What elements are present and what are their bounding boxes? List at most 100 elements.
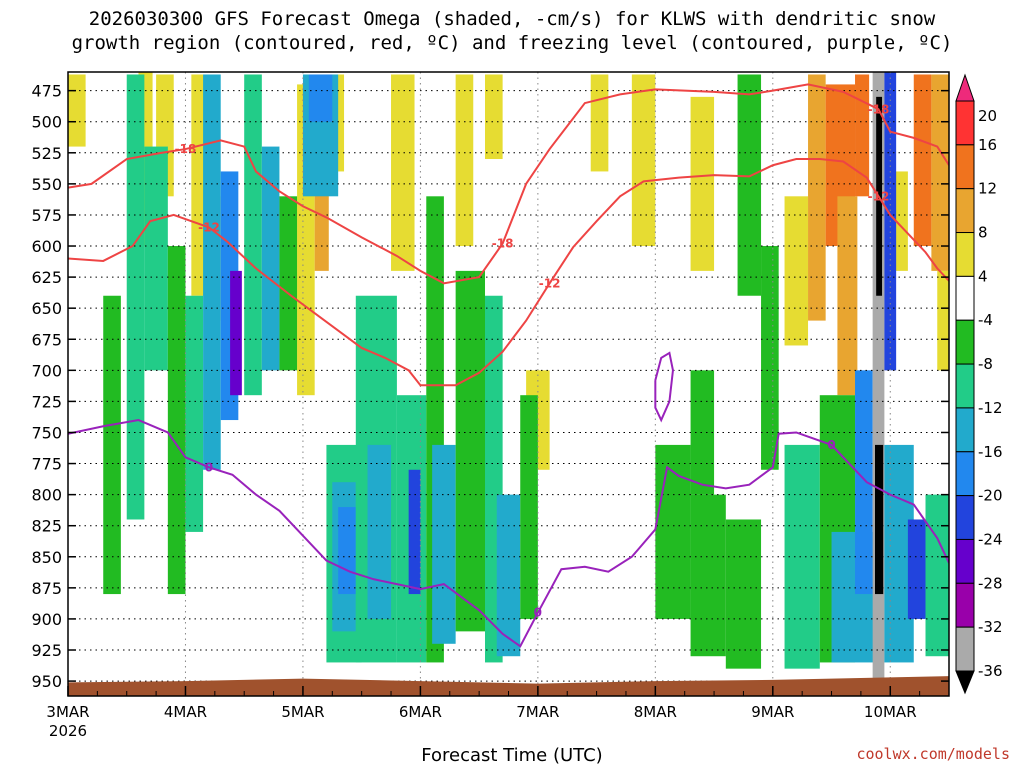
ytick-label-900: 900 xyxy=(31,610,62,629)
chart-title-line-2: growth region (contoured, red, ºC) and f… xyxy=(71,32,953,54)
omega-cell-47 xyxy=(455,270,486,632)
omega-cell-50 xyxy=(520,395,538,619)
ytick-label-825: 825 xyxy=(31,517,62,536)
credit-text: coolwx.com/models xyxy=(856,745,1010,763)
omega-cell-34 xyxy=(261,146,280,371)
omega-cell-57 xyxy=(784,444,820,669)
ytick-label-725: 725 xyxy=(31,392,62,411)
omega-cell-26 xyxy=(126,74,145,520)
chart-title-line-1: 2026030300 GFS Forecast Omega (shaded, -… xyxy=(88,8,936,30)
omega-cell-11 xyxy=(485,74,503,160)
omega-cell-27 xyxy=(144,146,168,371)
ytick-label-500: 500 xyxy=(31,113,62,132)
omega-cell-9 xyxy=(455,74,474,247)
xtick-year-label: 2026 xyxy=(49,722,87,740)
ytick-label-750: 750 xyxy=(31,423,62,442)
omega-cell-14 xyxy=(631,74,656,247)
xtick-label-10MAR: 10MAR xyxy=(864,703,917,721)
omega-cell-32 xyxy=(230,270,242,396)
omega-cell-23 xyxy=(931,74,949,271)
ytick-label-775: 775 xyxy=(31,455,62,474)
omega-cell-24 xyxy=(937,270,949,371)
freezing-contour-line-0 xyxy=(68,419,949,648)
dgz-contour-label-1-0: -12 xyxy=(198,220,220,234)
dgz-contour-label-0-1: -18 xyxy=(492,237,514,251)
ytick-label-875: 875 xyxy=(31,579,62,598)
colorbar-label--12: -12 xyxy=(978,399,1003,417)
terrain-ground xyxy=(68,676,949,696)
omega-cell-35 xyxy=(279,196,298,371)
colorbar-box-8 xyxy=(955,407,975,453)
omega-cell-56 xyxy=(761,246,779,470)
colorbar-box-11 xyxy=(955,538,975,584)
omega-cell-60 xyxy=(855,370,873,595)
ytick-label-475: 475 xyxy=(31,82,62,101)
ytick-label-850: 850 xyxy=(31,548,62,567)
ytick-label-600: 600 xyxy=(31,237,62,256)
x-axis-label: Forecast Time (UTC) xyxy=(421,745,603,766)
colorbar-bottom-triangle xyxy=(955,670,975,695)
colorbar-box-2 xyxy=(955,144,975,190)
omega-cell-44 xyxy=(408,469,421,595)
omega-cell-8 xyxy=(391,74,415,271)
colorbar-label-12: 12 xyxy=(978,180,997,198)
freezing-contour-label-0-2: 0 xyxy=(827,438,835,452)
colorbar-box-4 xyxy=(955,232,975,277)
dgz-contour-label-1-1: -12 xyxy=(539,276,561,290)
colorbar-label-4: 4 xyxy=(978,267,988,285)
xtick-label-3MAR: 3MAR xyxy=(46,703,89,721)
colorbar-label--36: -36 xyxy=(978,662,1003,680)
ytick-label-700: 700 xyxy=(31,361,62,380)
omega-cell-13 xyxy=(590,74,609,172)
ytick-label-675: 675 xyxy=(31,330,62,349)
xtick-label-9MAR: 9MAR xyxy=(751,703,794,721)
omega-cell-63 xyxy=(874,444,884,595)
ytick-label-950: 950 xyxy=(31,672,62,691)
omega-cell-52 xyxy=(690,494,726,657)
ytick-label-525: 525 xyxy=(31,144,62,163)
omega-cell-20 xyxy=(855,74,870,197)
dgz-contour-label-1-2: -12 xyxy=(868,189,890,203)
omega-cell-49 xyxy=(496,494,521,657)
freezing-contour-label-0-0: 0 xyxy=(205,460,213,474)
omega-cell-42 xyxy=(367,444,392,619)
ytick-label-925: 925 xyxy=(31,641,62,660)
dgz-contour-line-0 xyxy=(68,83,949,285)
colorbar-top-triangle xyxy=(955,73,975,102)
freezing-contour-label-0-1: 0 xyxy=(534,606,542,620)
omega-cell-28 xyxy=(167,246,186,595)
colorbar-label--28: -28 xyxy=(978,574,1003,592)
colorbar-label--16: -16 xyxy=(978,443,1003,461)
dgz-contour-label-0-2: -18 xyxy=(868,102,890,116)
omega-cell-30 xyxy=(203,74,221,470)
omega-cell-66 xyxy=(907,519,926,619)
xtick-label-4MAR: 4MAR xyxy=(164,703,207,721)
colorbar-label--4: -4 xyxy=(978,311,993,329)
omega-cell-37 xyxy=(308,74,333,122)
omega-cell-55 xyxy=(737,74,762,296)
colorbar-box-3 xyxy=(955,188,975,234)
omega-cell-15 xyxy=(690,96,715,271)
omega-cell-16 xyxy=(784,196,809,346)
colorbar-box-12 xyxy=(955,582,975,628)
omega-cell-25 xyxy=(103,295,121,595)
colorbar-box-13 xyxy=(955,626,975,672)
colorbar-box-5 xyxy=(955,275,975,321)
xtick-label-6MAR: 6MAR xyxy=(399,703,442,721)
omega-cell-67 xyxy=(925,494,949,657)
ytick-label-575: 575 xyxy=(31,206,62,225)
colorbar-label-8: 8 xyxy=(978,224,988,242)
freezing-contour-line-1 xyxy=(654,351,674,423)
colorbar-box-10 xyxy=(955,495,975,540)
omega-cell-61 xyxy=(872,72,885,696)
colorbar-label-16: 16 xyxy=(978,136,997,154)
colorbar-label--20: -20 xyxy=(978,487,1003,505)
omega-cell-54 xyxy=(690,370,715,495)
omega-cell-0 xyxy=(68,74,86,147)
omega-cell-53 xyxy=(725,519,762,669)
dgz-contour-label-0-0: -18 xyxy=(175,142,197,156)
omega-cell-46 xyxy=(432,444,456,644)
omega-cell-29 xyxy=(185,295,204,532)
ytick-label-625: 625 xyxy=(31,268,62,287)
